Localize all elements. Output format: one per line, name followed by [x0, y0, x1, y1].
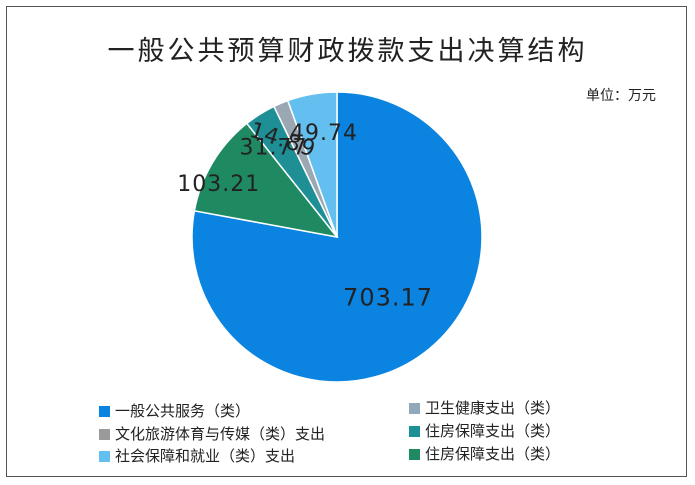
pie-slice [286, 91, 338, 238]
legend-swatch [409, 403, 420, 414]
legend-label: 卫生健康支出（类） [425, 399, 561, 417]
legend-label: 社会保障和就业（类）支出 [115, 447, 296, 465]
legend-label: 一般公共服务（类） [115, 402, 251, 420]
legend-swatch [99, 429, 110, 440]
legend-item-housing-1: 住房保障支出（类） [409, 420, 560, 441]
legend-item-general-public-service: 一般公共服务（类） [99, 400, 250, 421]
legend-item-housing-2: 住房保障支出（类） [409, 443, 560, 464]
legend-swatch [409, 426, 420, 437]
unit-label: 单位：万元 [586, 88, 656, 104]
legend-swatch [409, 449, 420, 460]
legend-item-culture: 文化旅游体育与传媒（类）支出 [99, 423, 325, 444]
chart-title: 一般公共预算财政拨款支出决算结构 [107, 36, 588, 67]
legend-item-social-security: 社会保障和就业（类）支出 [99, 445, 295, 466]
data-label: 49.74 [290, 121, 358, 146]
legend-label: 住房保障支出（类） [425, 445, 561, 463]
data-label: 703.17 [343, 283, 433, 311]
data-label: 103.21 [177, 172, 260, 197]
data-label: 31.77 [240, 136, 308, 161]
chart-frame: 一般公共预算财政拨款支出决算结构 单位：万元 703.17 103.21 31.77… [6, 6, 687, 477]
legend-item-health: 卫生健康支出（类） [409, 397, 560, 418]
legend-label: 住房保障支出（类） [425, 422, 561, 440]
legend-swatch [99, 406, 110, 417]
legend-label: 文化旅游体育与传媒（类）支出 [115, 425, 326, 443]
legend-swatch [99, 451, 110, 462]
pie-slice [193, 122, 339, 239]
